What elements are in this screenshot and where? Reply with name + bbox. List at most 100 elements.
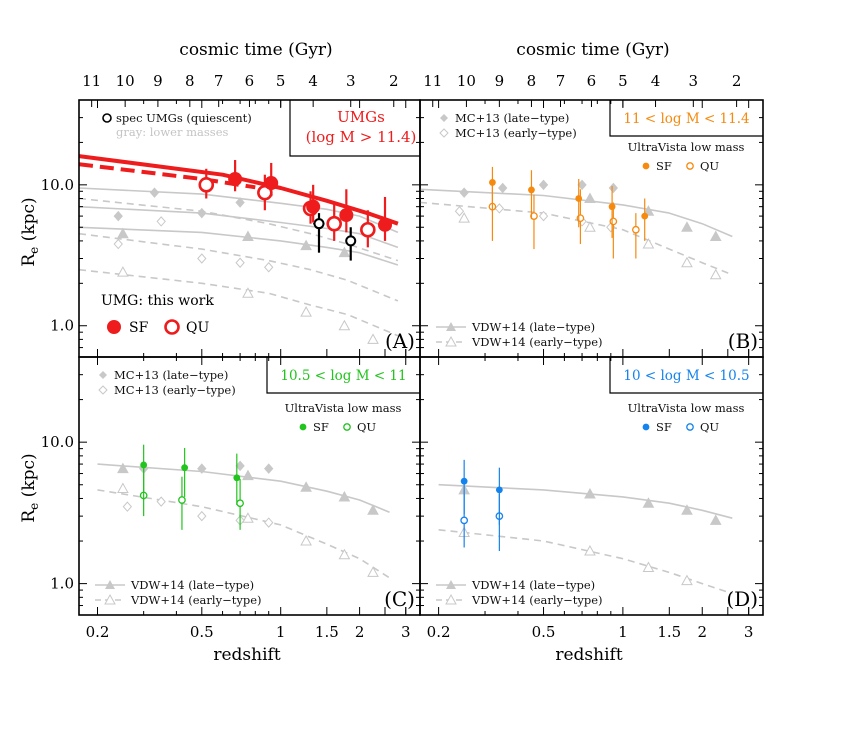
y-axis-label-sub: e [27,247,41,254]
sf-point [228,172,243,187]
triangle-point [117,266,129,277]
legend-mc13-early: MC+13 (early−type) [455,126,577,140]
triangle-point [709,268,722,280]
legend-sf-marker [107,320,121,334]
x-tick-label: 1.5 [315,623,339,641]
series-line [79,197,399,262]
series-gray-early-type [79,268,399,337]
top-tick-label: 10 [457,72,476,90]
top-tick-label: 11 [423,72,442,90]
svg-text:Re (kpc): Re (kpc) [19,197,41,266]
triangle-point [117,227,129,239]
triangle-point [300,239,312,251]
diamond-point [264,517,274,528]
x-tick-label: 2 [355,623,365,641]
ultravista-sf-text: SF [656,159,672,173]
series-vdw-14-early-type- [97,489,390,579]
legend-diamond-open [98,385,108,395]
triangle-point [367,504,379,515]
qu-point [460,516,469,525]
series-line [420,201,733,276]
mass-bin-label: 11 < log M < 11.4 [623,111,749,127]
label-box [266,357,420,394]
series-line [79,154,399,226]
triangle-point [117,482,129,494]
ultravista-qu-text: QU [700,159,719,173]
sf-point [608,203,616,211]
top-tick-label: 7 [556,72,566,90]
legend-diamond [99,371,107,379]
mass-bin-label: UMGs [337,108,385,126]
triangle-point [642,561,655,573]
triangle-point [338,490,351,502]
ultravista-title: UltraVista low mass [628,401,745,415]
x-tick-label: 1 [276,623,286,641]
diamond-point [156,216,166,227]
series-line [97,489,390,579]
sf-point [495,486,503,494]
top-tick-label: 8 [185,72,195,90]
sf-point [306,199,321,214]
ultravista-qu-text: QU [700,420,719,434]
series-line [79,268,399,337]
legend-sf-text: SF [129,320,149,336]
plot-area [420,166,733,280]
triangle-point [367,333,379,344]
legend-early-tri [445,593,457,605]
sf-point [140,461,148,469]
panel-letter: (B) [728,329,758,353]
series-mc-13-late-type- [459,179,619,198]
y-axis-label-sub: e [27,503,41,510]
label-box [289,100,420,157]
ultravista-title: UltraVista low mass [285,401,402,415]
series-vdw-14-early-markers [458,526,693,586]
diamond-point [156,496,166,507]
legend-late-tri [446,322,456,331]
plot-area [438,459,733,595]
diamond-point [538,210,549,222]
diamond-point [149,187,160,198]
mass-bin-label: 10.5 < log M < 11 [280,368,406,384]
series-ultravista-qu [460,494,504,552]
legend-spec-marker [102,113,112,123]
diamond-point [235,197,245,208]
y-axis-label-r: R [19,253,39,267]
series-vdw-14-late-type- [438,483,733,519]
triangle-point [242,469,254,481]
panel-D: 0.2 0.5 1 1.5 2 3 10 < log M < 10.5 (D) UltraVis… [419,356,764,641]
panel-letter: (D) [726,587,758,611]
series-vdw-14-late-type- [420,188,733,238]
legend-late-tri [446,580,456,589]
qu-point [178,496,186,504]
diamond-point [122,501,133,512]
top-tick-label: 6 [245,72,255,90]
diamond-point [498,182,508,194]
series-vdw-14-early-markers [458,212,722,280]
top-tick-label: 3 [346,72,356,90]
qu-point [345,235,357,247]
legend-vdw-late: VDW+14 (late−type) [130,578,254,592]
x-tick-label: 0.2 [86,623,110,641]
series-ultravista-qu [139,466,244,530]
series-line [79,232,399,302]
qu-point [632,225,640,234]
plot-area [79,154,399,344]
sf-point [528,186,535,194]
series-line [438,529,733,595]
x-tick-label: 0.5 [190,623,214,641]
x-tick-label: 1.5 [657,623,681,641]
legend-diamond-open [439,128,449,138]
sf-point [460,477,468,485]
diamond-point [235,257,245,268]
diamond-point [538,179,549,191]
top-tick-label: 5 [618,72,628,90]
legend-mc13-early: MC+13 (early−type) [114,383,236,397]
top-tick-label: 2 [732,72,742,90]
ultravista-qu-text: QU [357,420,376,434]
qu-point [326,215,342,232]
qu-point [609,217,618,226]
diamond-point [454,205,465,217]
diamond-point [608,182,619,194]
series-vdw-14-late-markers [117,462,379,515]
